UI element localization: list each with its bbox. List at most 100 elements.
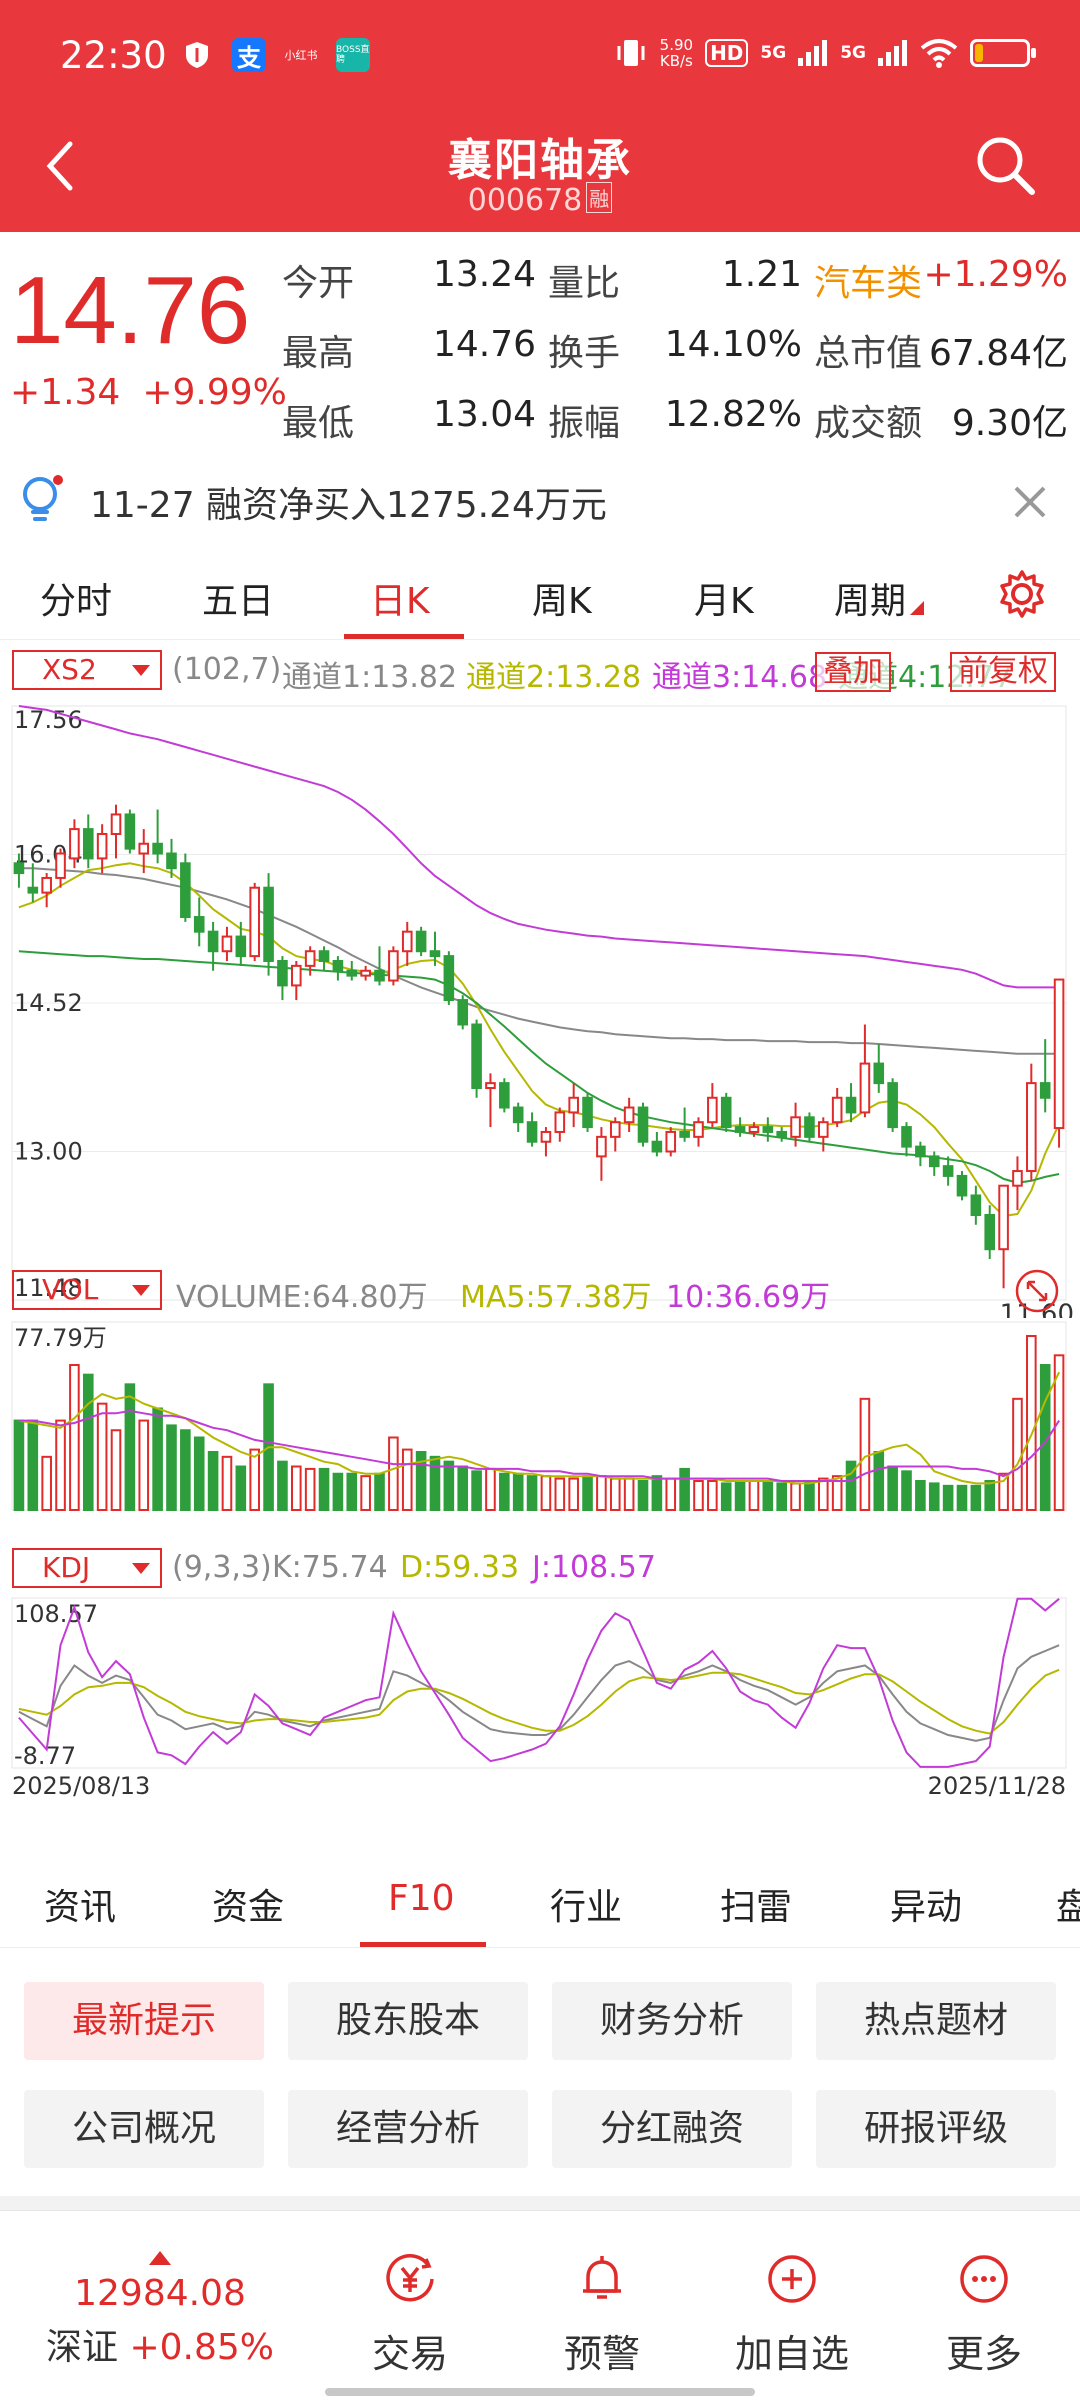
volume-ma5: MA5:57.38万 [460,1280,652,1315]
nav-trade[interactable]: 交易 [330,2251,490,2378]
candle-body [485,1082,496,1089]
volume-bar [304,1467,316,1511]
nav-alert[interactable]: 预警 [522,2251,682,2378]
turnover-amount-value: 9.30亿 [951,403,1068,444]
volume-bar [984,1479,996,1511]
overlay-button[interactable]: 叠加 [815,652,891,692]
f10-operations[interactable]: 经营分析 [288,2090,528,2168]
tab-funds[interactable]: 资金 [212,1887,285,1928]
amplitude-value: 12.82% [664,394,802,435]
hd-badge: HD [705,39,749,67]
bottom-nav: 12984.08 深证 +0.85% 交易 预警 加自选 更多 [0,2210,1080,2400]
f10-company-profile[interactable]: 公司概况 [24,2090,264,2168]
candle-body [291,964,302,987]
news-strip[interactable]: 11-27 融资净买入1275.24万元 [0,462,1080,542]
candle-body [790,1116,801,1138]
section-divider [0,2196,1080,2210]
kline-chart-area[interactable]: XS2 (102,7) 通道1:13.82 通道2:13.28 通道3:14.6… [0,648,1080,1848]
tab-intraday[interactable]: 分时 [40,581,113,622]
candle-body [1053,978,1065,1130]
tab-daily-k[interactable]: 日K [370,581,430,622]
candle-body [180,862,191,919]
tab-monthly-k[interactable]: 月K [694,581,754,622]
volume-bar [13,1419,25,1511]
volume-bar [693,1479,704,1511]
candle-body [207,930,219,953]
kdj-k-value: K:75.74 [272,1550,388,1585]
volume-value: VOLUME:64.80万 [176,1280,428,1315]
adjust-price-button[interactable]: 前复权 [950,652,1056,692]
candle-body [55,852,66,879]
volume-ma-line-2 [18,1409,1060,1482]
candle-body [970,1194,982,1217]
tab-five-day[interactable]: 五日 [202,581,275,622]
price-change-pct: +9.99% [142,372,287,413]
expand-icon[interactable] [1014,1268,1060,1314]
candle-body [1039,1082,1051,1099]
candle-body [804,1116,815,1138]
volume-chart[interactable]: 77.79万 [0,1316,1080,1516]
plus-circle-icon [768,2255,816,2303]
candle-body [665,1130,677,1153]
nav-add-watchlist[interactable]: 加自选 [712,2251,872,2378]
xiaohongshu-icon: 小红书 [284,49,318,62]
net-speed-value: 5.90 [659,36,694,54]
volume-indicator-selector[interactable]: VOL [12,1270,162,1310]
f10-hot-topics[interactable]: 热点题材 [816,1982,1056,2060]
candle-body [582,1096,593,1129]
tab-period[interactable]: 周期 [834,572,925,624]
volume-bar [41,1455,52,1511]
stock-name: 襄阳轴承 [448,135,632,186]
volume-bar [512,1472,524,1511]
volume-bar [887,1465,898,1511]
volume-bar [332,1472,344,1511]
tab-weekly-k[interactable]: 周K [532,581,592,622]
stock-code: 000678 [467,183,583,218]
back-arrow-icon[interactable] [40,136,80,196]
sector-label[interactable]: 汽车类 [814,263,923,304]
index-widget[interactable]: 12984.08 深证 +0.85% [30,2251,290,2370]
volume-bar [55,1419,66,1511]
tab-anomaly[interactable]: 异动 [890,1887,963,1928]
f10-research-ratings[interactable]: 研报评级 [816,2090,1056,2168]
volume-bar [609,1477,621,1511]
tab-more-partial[interactable]: 盘 [1056,1878,1080,1930]
close-icon[interactable] [1010,482,1050,522]
volume-bar [1053,1354,1065,1511]
f10-latest-tips[interactable]: 最新提示 [24,1982,264,2060]
net-speed: 5.90 KB/s [660,37,693,69]
volume-bar [485,1467,496,1511]
f10-dividends-financing[interactable]: 分红融资 [552,2090,792,2168]
tab-risk-scan[interactable]: 扫雷 [720,1887,793,1928]
volume-bar [596,1475,607,1511]
nav-more[interactable]: 更多 [904,2251,1064,2378]
gear-icon[interactable] [996,568,1048,620]
volume-bar [27,1419,39,1511]
f10-financial-analysis[interactable]: 财务分析 [552,1982,792,2060]
f10-shareholders[interactable]: 股东股本 [288,1982,528,2060]
f10-button-grid: 最新提示 股东股本 财务分析 热点题材 公司概况 经营分析 分红融资 研报评级 [0,1960,1080,2180]
volume-bar [568,1477,579,1511]
candle-body [471,1023,482,1089]
channel2-value: 通道2:13.28 [466,660,642,695]
index-name: 深证 [46,2327,119,2368]
active-tab-indicator [360,1942,486,1947]
volume-bar [720,1482,732,1511]
main-indicator-selector[interactable]: XS2 [12,650,162,690]
volume-bar [554,1477,566,1511]
dropdown-caret-icon [132,1563,150,1574]
kdj-indicator-selector[interactable]: KDJ [12,1548,162,1588]
candle-body [679,1130,690,1138]
tab-industry[interactable]: 行业 [550,1887,623,1928]
tab-news[interactable]: 资讯 [44,1887,117,1928]
net-speed-unit: KB/s [659,52,693,70]
candle-body [915,1145,926,1158]
news-text[interactable]: 11-27 融资净买入1275.24万元 [90,485,607,526]
candle-body [942,1165,954,1177]
tab-f10[interactable]: F10 [388,1878,455,1919]
search-icon[interactable] [970,130,1040,200]
candle-body [928,1155,940,1168]
open-label: 今开 [282,263,355,304]
